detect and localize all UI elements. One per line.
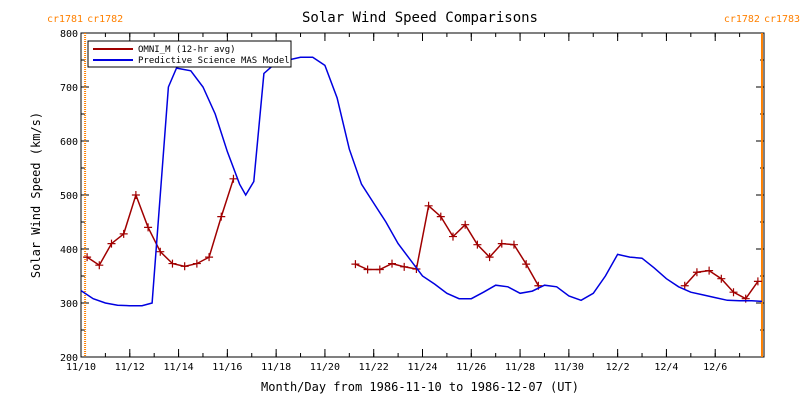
y-tick-label: 700 — [60, 83, 78, 94]
data-point-marker — [168, 259, 177, 268]
x-tick-label: 11/24 — [407, 362, 437, 373]
data-point-marker — [497, 239, 506, 248]
data-point-marker — [192, 259, 201, 268]
x-tick-label: 11/16 — [212, 362, 242, 373]
legend-box — [87, 40, 292, 68]
x-tick-label: 11/12 — [115, 362, 145, 373]
x-tick-label: 11/22 — [359, 362, 389, 373]
data-point-marker — [461, 220, 470, 229]
data-point-marker — [229, 174, 238, 183]
data-point-marker — [436, 212, 445, 221]
data-point-marker — [522, 260, 531, 269]
y-tick-label: 400 — [60, 245, 78, 256]
data-point-marker — [156, 247, 165, 256]
legend-entry-label: Predictive Science MAS Model — [138, 56, 290, 66]
rotation-label-left: cr1781 — [47, 14, 83, 25]
x-tick-label: 11/10 — [66, 362, 96, 373]
x-tick-label: 11/28 — [505, 362, 535, 373]
data-point-marker — [83, 253, 92, 262]
data-point-marker — [424, 201, 433, 210]
data-point-marker — [217, 212, 226, 221]
x-tick-label: 12/4 — [654, 362, 678, 373]
data-point-marker — [717, 274, 726, 283]
data-point-marker — [448, 232, 457, 241]
data-point-marker — [351, 260, 360, 269]
x-tick-label: 11/18 — [261, 362, 291, 373]
y-tick-label: 500 — [60, 191, 78, 202]
x-tick-label: 11/14 — [164, 362, 194, 373]
rotation-label-right: cr1783 — [764, 14, 800, 25]
data-point-marker — [705, 266, 714, 275]
data-point-marker — [400, 262, 409, 271]
rotation-label-right: cr1782 — [87, 14, 123, 25]
y-axis-label: Solar Wind Speed (km/s) — [29, 112, 43, 278]
rotation-label-left: cr1782 — [724, 14, 760, 25]
data-point-marker — [473, 240, 482, 249]
plot-frame — [80, 32, 765, 358]
data-point-marker — [388, 259, 397, 268]
data-point-marker — [131, 191, 140, 199]
data-point-marker — [363, 265, 372, 274]
data-point-marker — [95, 261, 104, 270]
data-point-marker — [729, 288, 738, 297]
x-tick-label: 11/20 — [310, 362, 340, 373]
plot-area: 200 300 400 500 600 700 800 11/10 11/12 11/14 11/1… — [47, 14, 800, 373]
data-point-marker — [205, 253, 214, 262]
series-line-mas — [80, 56, 763, 307]
y-tick-label: 300 — [60, 299, 78, 310]
chart-title: Solar Wind Speed Comparisons — [302, 10, 538, 26]
data-point-marker — [144, 223, 153, 232]
x-tick-label: 11/26 — [456, 362, 486, 373]
y-tick-label: 800 — [60, 29, 78, 40]
data-point-marker — [509, 240, 518, 249]
x-tick-label: 12/6 — [703, 362, 727, 373]
legend-entry-label: OMNI_M (12-hr avg) — [138, 45, 236, 55]
x-tick-label: 12/2 — [606, 362, 630, 373]
data-point-marker — [485, 253, 494, 262]
x-axis-label: Month/Day from 1986-11-10 to 1986-12-07 … — [261, 380, 579, 394]
data-point-marker — [680, 281, 689, 290]
data-point-marker — [753, 277, 762, 286]
data-point-marker — [107, 239, 116, 248]
data-point-marker — [119, 229, 128, 238]
y-tick-label: 600 — [60, 137, 78, 148]
x-tick-label: 11/30 — [554, 362, 584, 373]
data-point-marker — [180, 262, 189, 271]
series-line-omni — [355, 204, 540, 287]
data-point-marker — [375, 265, 384, 274]
data-point-marker — [692, 268, 701, 277]
y-tick-label: 200 — [60, 353, 78, 364]
